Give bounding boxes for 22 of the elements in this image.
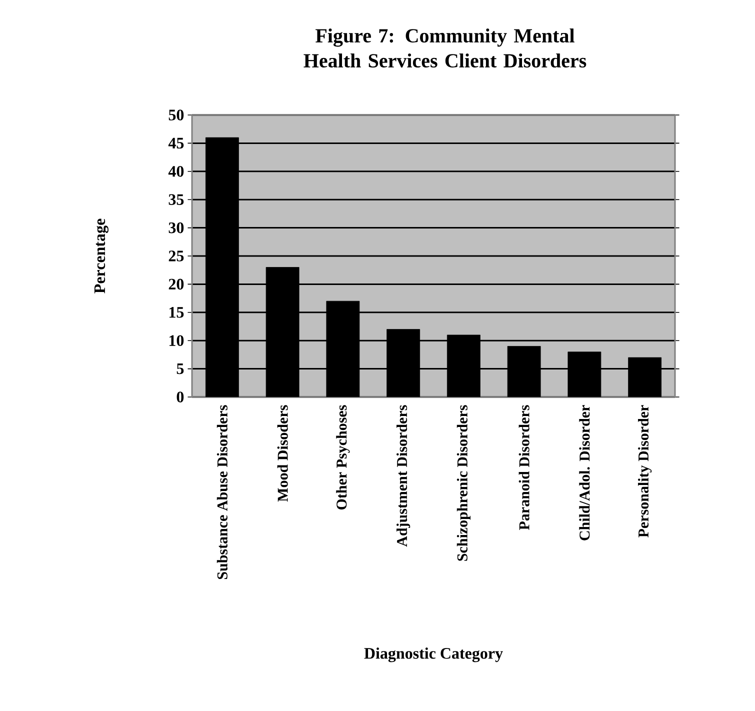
x-tick-label: Adjustment Disorders	[396, 405, 410, 547]
x-tick-label: Child/Adol. Disorder	[579, 405, 590, 540]
y-tick-label: 35	[168, 194, 184, 205]
y-tick-label: 45	[168, 138, 184, 149]
y-tick-label: 15	[169, 307, 184, 318]
x-tick-label: Schizophrenic Disorders	[456, 405, 470, 561]
x-tick-label: Paranoid Disorders	[518, 405, 530, 530]
chart-title: Figure 7: Community Mental Health Services Client Disorders	[304, 28, 586, 68]
y-tick-label: 0	[176, 392, 184, 402]
y-axis-title: Percentage	[94, 218, 108, 294]
x-tick-label: Personality Disorder	[638, 405, 652, 538]
y-tick-label: 20	[168, 278, 184, 290]
y-tick-label: 10	[169, 335, 184, 346]
y-tick-label: 40	[168, 166, 184, 177]
x-axis-title: Diagnostic Category	[364, 648, 503, 662]
x-tick-label: Mood Disoders	[277, 405, 288, 502]
y-tick-label: 5	[176, 363, 184, 374]
y-tick-label: 30	[168, 222, 184, 234]
y-tick-label: 25	[168, 250, 184, 262]
x-tick-label: Substance Abuse Disorders	[216, 405, 228, 580]
y-tick-label: 50	[168, 110, 184, 120]
x-tick-label: Other Psychoses	[336, 405, 350, 510]
